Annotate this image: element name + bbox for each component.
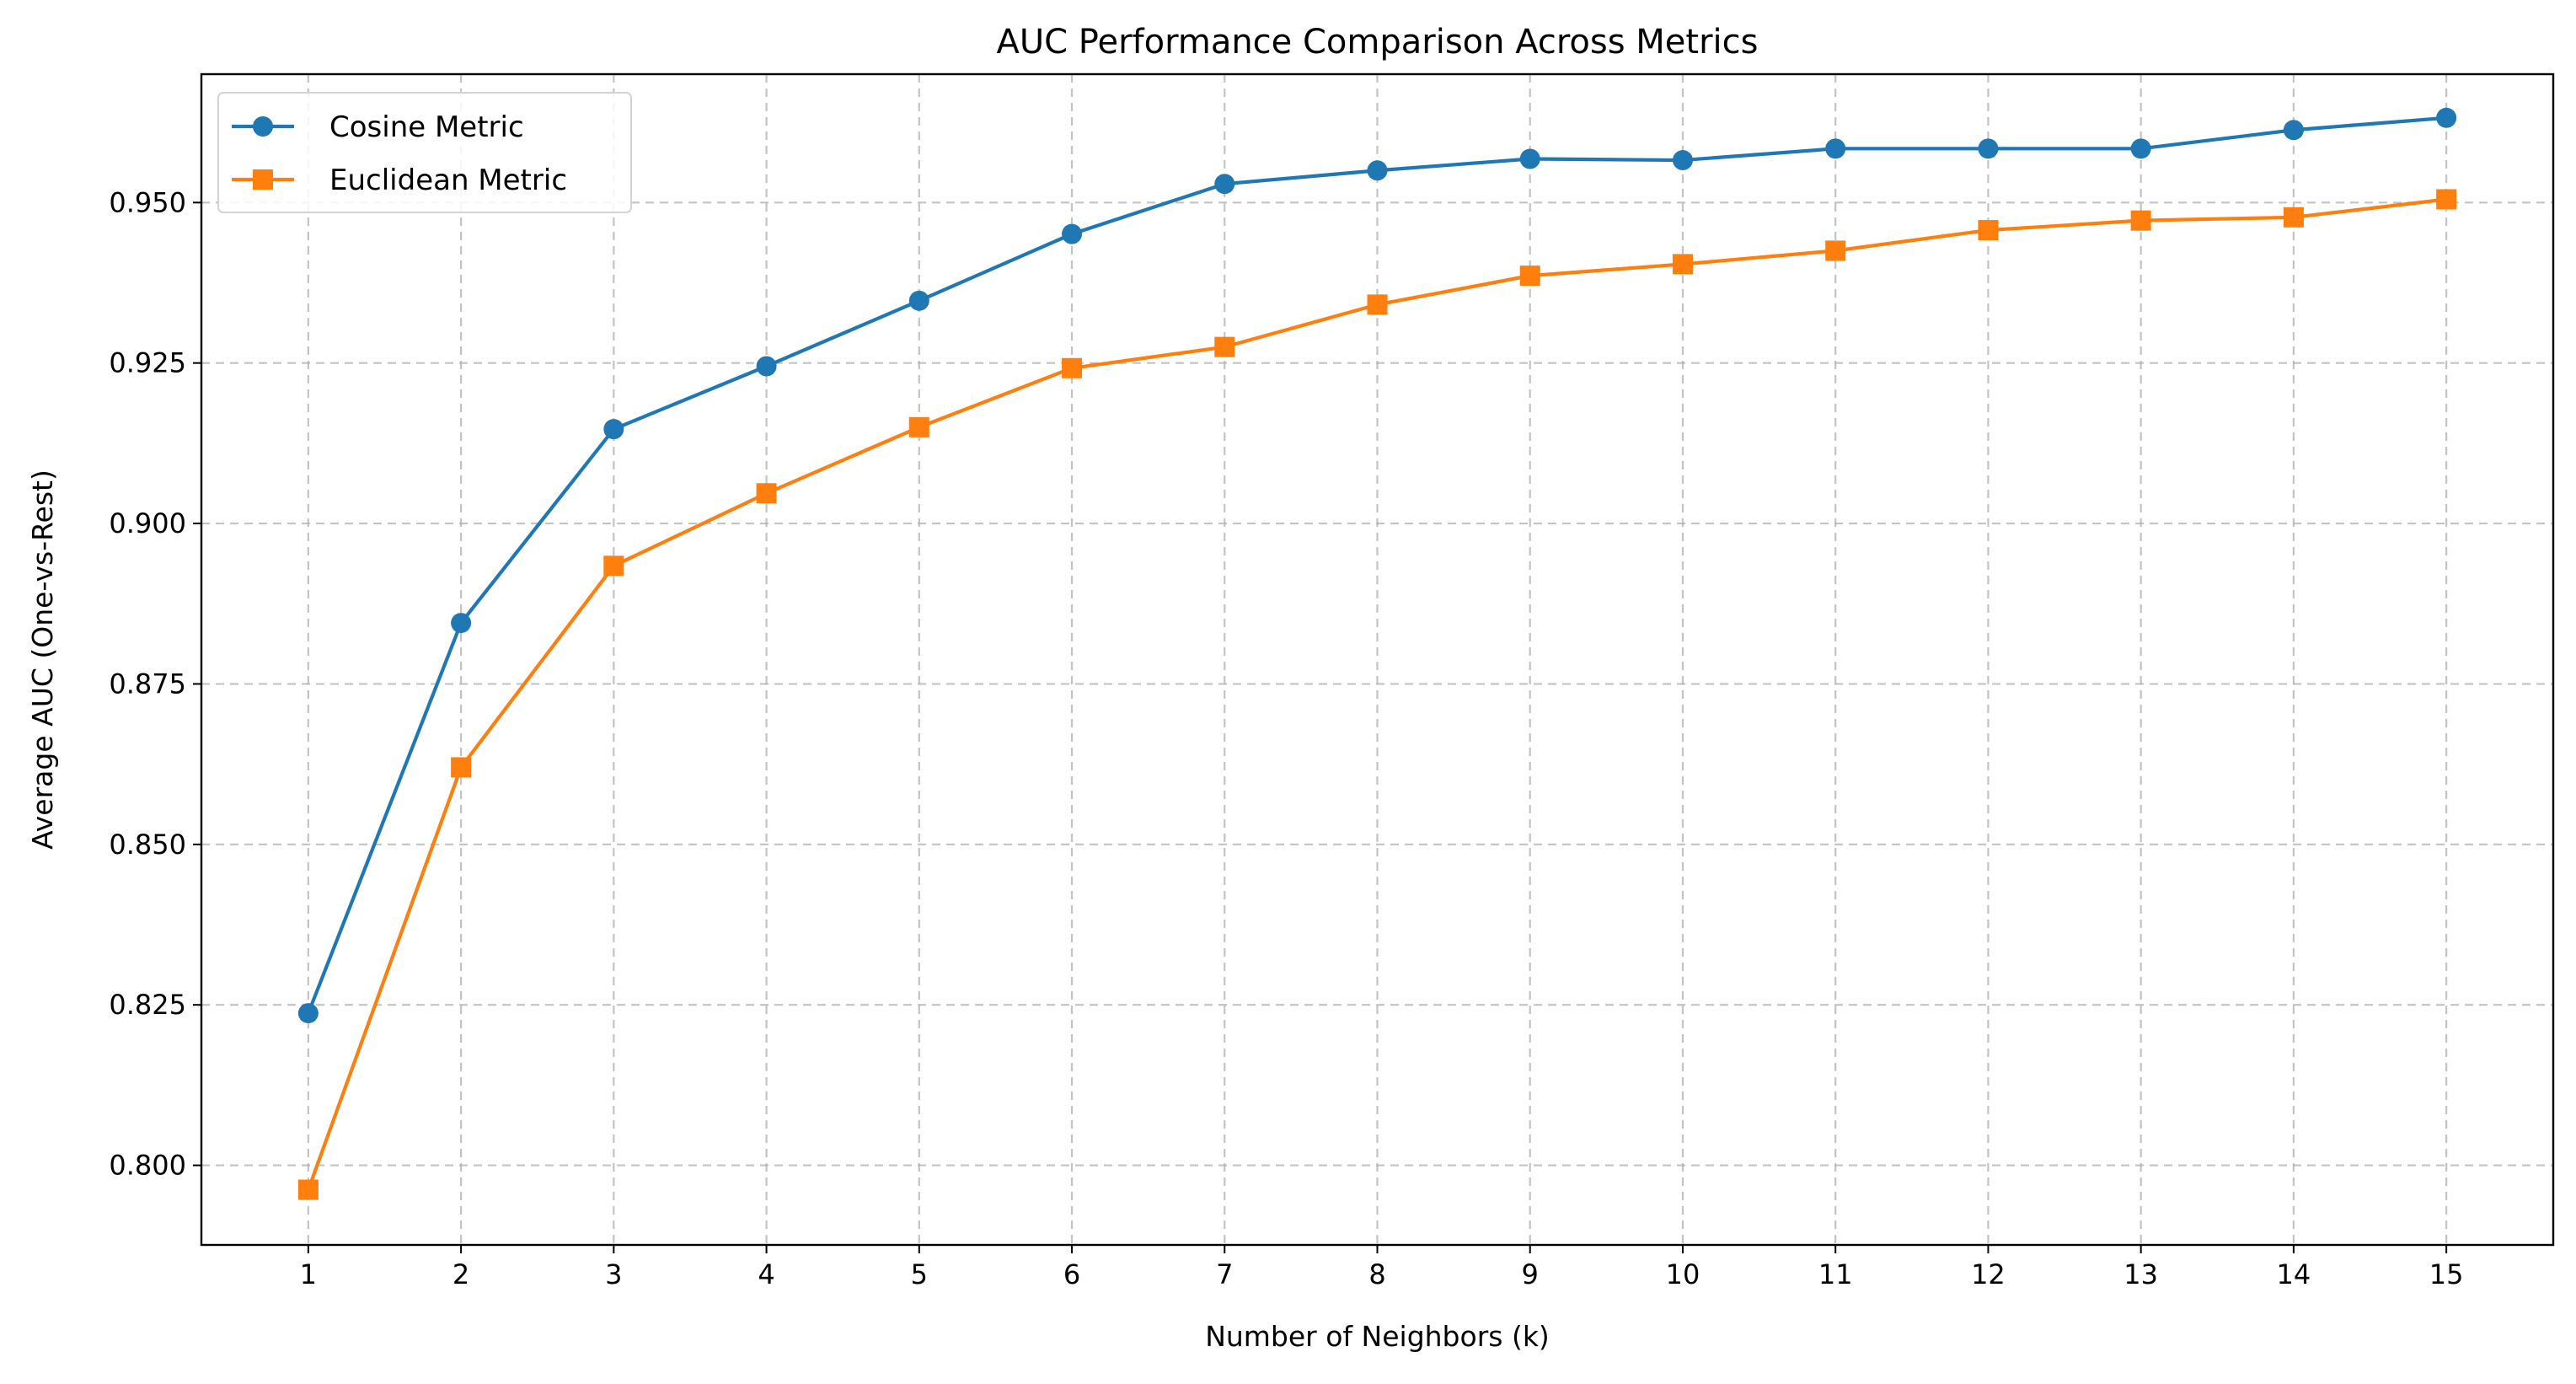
data-point xyxy=(1825,240,1846,261)
legend: Cosine Metric Euclidean Metric xyxy=(217,92,632,213)
data-point xyxy=(451,613,472,634)
data-point xyxy=(1978,138,1999,159)
x-tick-label: 5 xyxy=(911,1258,928,1290)
data-point xyxy=(2436,107,2457,128)
data-point xyxy=(2283,207,2304,228)
x-tick-label: 13 xyxy=(2123,1258,2158,1290)
data-point xyxy=(1214,174,1235,195)
legend-box xyxy=(217,92,632,213)
series-1 xyxy=(297,107,2457,1024)
y-tick-label: 0.925 xyxy=(109,347,186,379)
data-point xyxy=(451,757,472,778)
data-point xyxy=(908,290,929,311)
data-point xyxy=(2130,138,2151,159)
x-tick-label: 10 xyxy=(1666,1258,1700,1290)
y-axis-label: Average AUC (One-vs-Rest) xyxy=(26,469,59,850)
legend-marker xyxy=(253,116,273,137)
x-tick-label: 4 xyxy=(758,1258,774,1290)
data-point xyxy=(1214,336,1235,357)
data-point xyxy=(2436,189,2457,210)
data-point xyxy=(1367,294,1388,315)
y-tick-label: 0.850 xyxy=(109,829,186,861)
data-point xyxy=(297,1179,319,1200)
y-tick-label: 0.875 xyxy=(109,668,186,700)
x-tick-label: 3 xyxy=(605,1258,622,1290)
data-point xyxy=(603,419,624,440)
y-tick-label: 0.800 xyxy=(109,1150,186,1182)
legend-marker xyxy=(253,169,273,190)
y-tick-label: 0.900 xyxy=(109,507,186,539)
x-tick-label: 7 xyxy=(1216,1258,1233,1290)
data-point xyxy=(1519,266,1540,287)
data-point xyxy=(1519,148,1540,169)
data-point xyxy=(1062,357,1083,378)
data-point xyxy=(1062,223,1083,244)
x-tick-label: 12 xyxy=(1971,1258,2006,1290)
legend-entry: Cosine Metric xyxy=(232,110,524,144)
x-tick-label: 6 xyxy=(1063,1258,1080,1290)
x-tick-label: 1 xyxy=(300,1258,317,1290)
y-tick-label: 0.825 xyxy=(109,989,186,1021)
x-tick-label: 14 xyxy=(2277,1258,2311,1290)
data-point xyxy=(603,555,624,577)
legend-label: Cosine Metric xyxy=(329,110,524,144)
chart-title: AUC Performance Comparison Across Metric… xyxy=(997,23,1759,62)
data-point xyxy=(756,483,777,504)
series-layer xyxy=(297,107,2457,1200)
x-tick-label: 2 xyxy=(453,1258,469,1290)
data-point xyxy=(908,416,929,437)
data-point xyxy=(297,1003,319,1024)
data-point xyxy=(1978,220,1999,241)
y-tick-label: 0.950 xyxy=(109,186,186,218)
data-point xyxy=(1367,160,1388,181)
data-point xyxy=(1672,254,1693,275)
data-point xyxy=(756,356,777,377)
data-point xyxy=(1672,150,1693,171)
x-tick-label: 8 xyxy=(1368,1258,1385,1290)
x-tick-label: 11 xyxy=(1818,1258,1853,1290)
x-tick-label: 15 xyxy=(2429,1258,2464,1290)
grid-lines xyxy=(201,74,2553,1245)
data-point xyxy=(1825,138,1846,159)
legend-entry: Euclidean Metric xyxy=(232,164,567,197)
axis-ticks: 1 2 3 4 5 6 7 8 9 10 11 12 13 14 150.8000.8250.8500.87… xyxy=(109,186,2463,1290)
x-tick-label: 9 xyxy=(1522,1258,1539,1290)
legend-label: Euclidean Metric xyxy=(329,164,567,197)
x-axis-label: Number of Neighbors (k) xyxy=(1205,1320,1550,1353)
series-2 xyxy=(297,189,2457,1200)
data-point xyxy=(2130,210,2151,231)
data-point xyxy=(2283,120,2304,141)
